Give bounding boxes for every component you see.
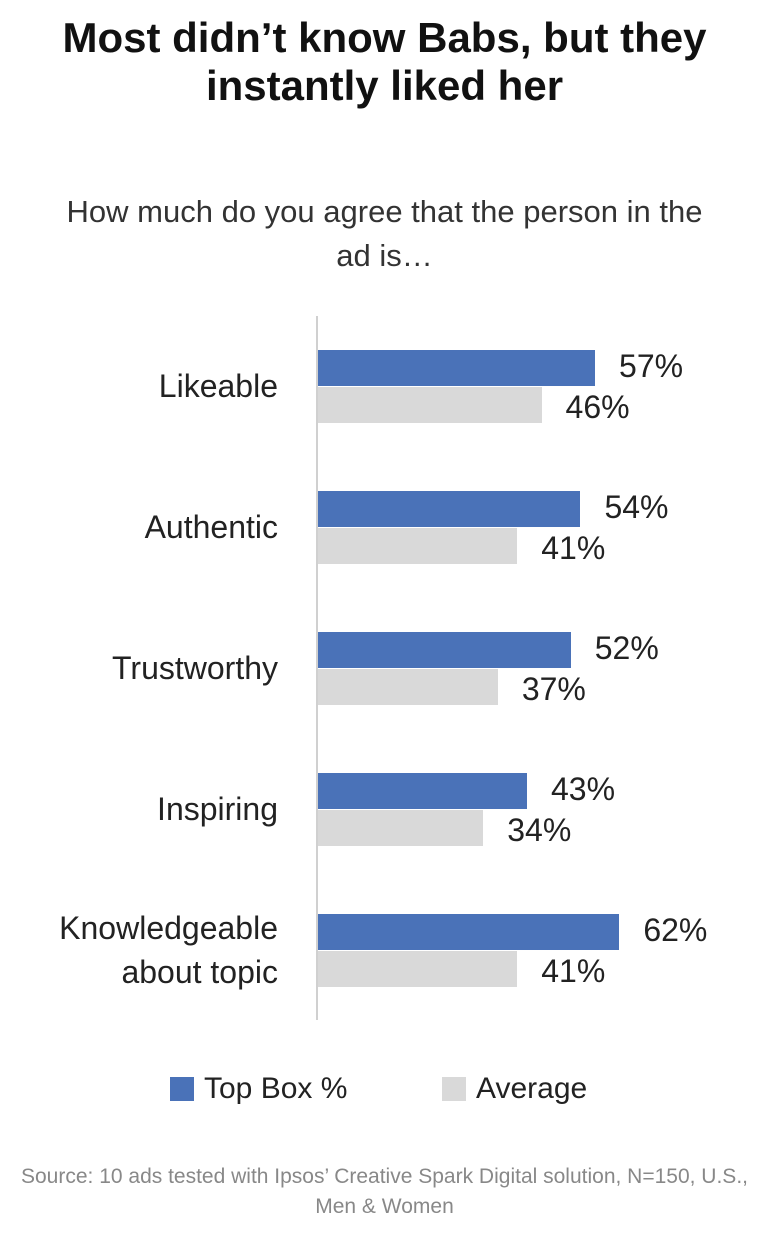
bar: [318, 951, 518, 987]
value-label: 41%: [541, 530, 606, 566]
category-text: Inspiring: [157, 791, 278, 827]
value-label: 46%: [565, 389, 630, 425]
bar: [318, 914, 620, 950]
value-label: 37%: [521, 671, 586, 707]
value-label: 41%: [541, 953, 606, 989]
category-axis-line: [316, 316, 318, 1020]
category-label: Likeable: [0, 326, 278, 446]
value-label: 34%: [507, 812, 572, 848]
value-label: 54%: [604, 489, 669, 525]
bar: [318, 632, 571, 668]
category-label: Knowledgeable about topic: [0, 890, 278, 1010]
value-label: 57%: [619, 348, 684, 384]
bar: [318, 350, 596, 386]
legend-label: Top Box %: [204, 1072, 348, 1105]
chart-subtitle: How much do you agree that the person in…: [66, 194, 703, 273]
source-note: Source: 10 ads tested with Ipsos’ Creati…: [20, 1165, 748, 1218]
bar: [318, 810, 484, 846]
category-text: Trustworthy: [112, 650, 278, 686]
value-label: 43%: [550, 771, 616, 807]
legend-label: Average: [476, 1072, 588, 1105]
category-text: Likeable: [158, 368, 278, 404]
bar: [318, 387, 542, 423]
category-label: Authentic: [0, 467, 278, 587]
value-label: 62%: [643, 912, 708, 948]
bar: [318, 669, 498, 705]
category-text: Knowledgeable about topic: [59, 910, 278, 990]
legend-swatch: [170, 1077, 194, 1101]
category-label: Inspiring: [0, 749, 278, 869]
category-text: Authentic: [144, 509, 278, 545]
bar: [318, 491, 581, 527]
bar: [318, 528, 518, 564]
bar: [318, 773, 527, 809]
legend-swatch: [442, 1077, 466, 1101]
chart-title: Most didn’t know Babs, but they instantl…: [62, 14, 707, 109]
category-label: Trustworthy: [0, 608, 278, 728]
value-label: 52%: [594, 630, 659, 666]
